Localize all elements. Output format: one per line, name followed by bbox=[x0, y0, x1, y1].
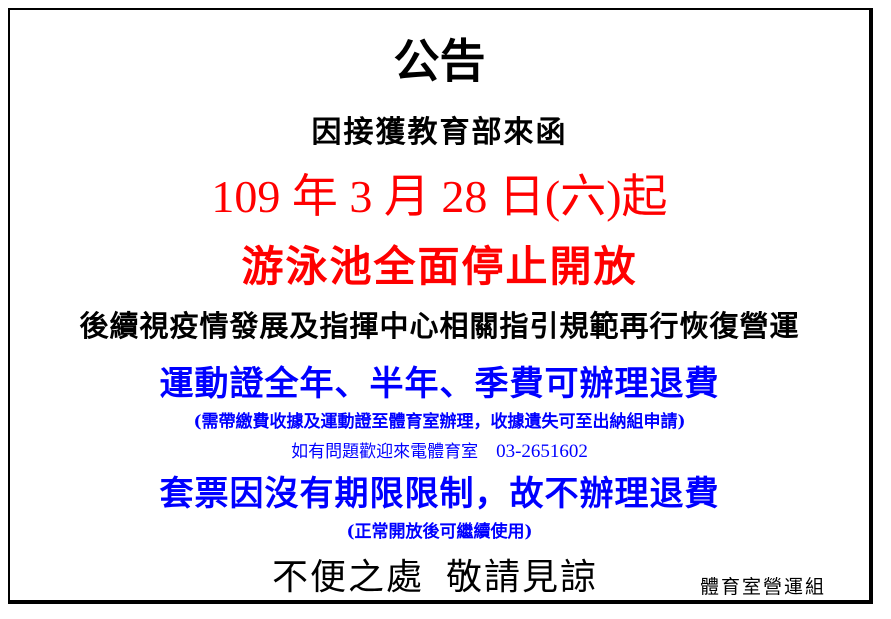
refund-note: (需帶繳費收據及運動證至體育室辦理，收據遺失可至出納組申請) bbox=[193, 412, 686, 432]
contact-phone: 03-2651602 bbox=[496, 441, 588, 462]
followup-statement: 後續視疫情發展及指揮中心相關指引規範再行恢復營運 bbox=[79, 309, 800, 343]
ticket-statement: 套票因沒有期限限制，故不辦理退費 bbox=[159, 474, 720, 514]
refund-statement: 運動證全年、半年、季費可辦理退費 bbox=[159, 364, 720, 404]
contact-label: 如有問題歡迎來電體育室 bbox=[291, 442, 479, 462]
closing-part-2: 敬請見諒 bbox=[446, 557, 599, 598]
closing-part-1: 不便之處 bbox=[272, 557, 425, 598]
pool-closure-statement: 游泳池全面停止開放 bbox=[241, 242, 638, 291]
effective-date: 109 年 3 月 28 日(六)起 bbox=[211, 171, 668, 222]
notice-subtitle: 因接獲教育部來函 bbox=[311, 115, 568, 150]
ticket-note: (正常開放後可繼續使用) bbox=[346, 522, 533, 542]
contact-line: 如有問題歡迎來電體育室 03-2651602 bbox=[10, 442, 869, 461]
signature: 體育室營運組 bbox=[700, 576, 827, 598]
notice-title: 公告 bbox=[393, 34, 486, 88]
closing-remark: 不便之處 敬請見諒 bbox=[272, 560, 598, 596]
notice-frame: 公告 因接獲教育部來函 109 年 3 月 28 日(六)起 游泳池全面停止開放… bbox=[8, 8, 873, 604]
